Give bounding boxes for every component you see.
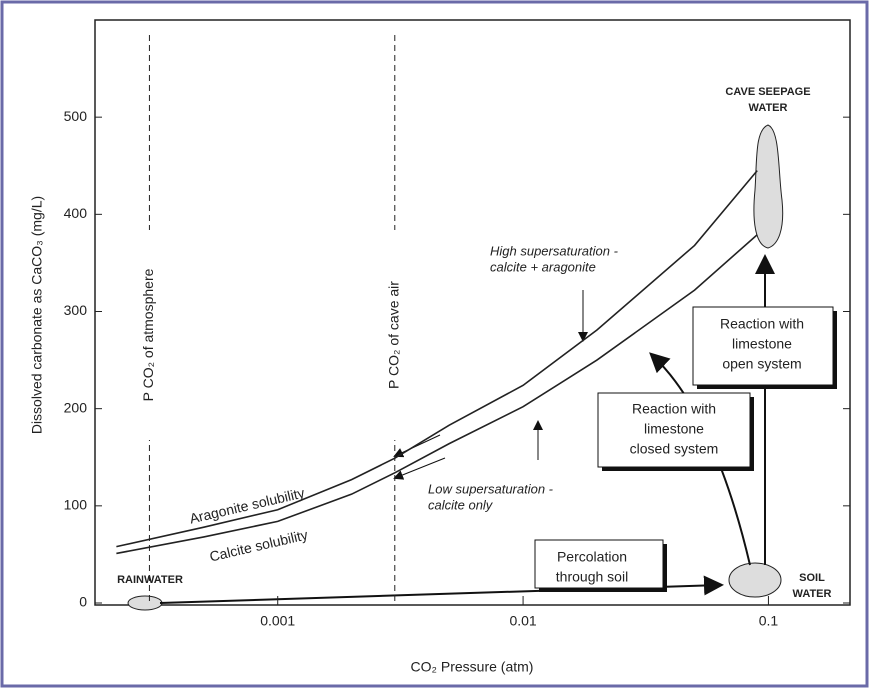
annotation: CAVE SEEPAGE xyxy=(725,86,810,98)
y-tick-label: 100 xyxy=(64,497,88,513)
annotation: RAINWATER xyxy=(117,574,183,586)
reference-label: P CO₂ of atmosphere xyxy=(140,268,156,401)
y-tick-label: 500 xyxy=(64,108,88,124)
y-tick-label: 200 xyxy=(64,399,88,415)
annotation: calcite + aragonite xyxy=(490,259,596,274)
annotation: Low supersaturation - xyxy=(428,481,554,496)
annotation: open system xyxy=(722,356,801,372)
y-tick-label: 400 xyxy=(64,205,88,221)
annotation: calcite only xyxy=(428,497,494,512)
annotation: WATER xyxy=(793,588,832,600)
chart: 0 100 200 300 400 500 0.001 0.01 0.1 CO₂ Pressure… xyxy=(0,0,869,688)
x-tick-label: 0.01 xyxy=(509,613,536,629)
annotation: SOIL xyxy=(799,572,825,584)
annotation: closed system xyxy=(630,441,719,457)
rainwater-blob xyxy=(128,596,162,610)
annotation: Reaction with xyxy=(720,316,804,332)
annotation: Percolation xyxy=(557,549,627,565)
annotation: limestone xyxy=(732,336,792,352)
y-tick-label: 0 xyxy=(79,594,87,610)
x-axis-label: CO₂ Pressure (atm) xyxy=(411,659,534,675)
reference-label: P CO₂ of cave air xyxy=(385,281,401,389)
y-tick-label: 300 xyxy=(64,302,88,318)
annotation: through soil xyxy=(556,569,628,585)
soil-water-blob xyxy=(729,563,781,597)
annotation: WATER xyxy=(749,102,788,114)
annotation: Reaction with xyxy=(632,401,716,417)
x-tick-label: 0.001 xyxy=(260,613,295,629)
annotation: High supersaturation - xyxy=(490,243,619,258)
annotation: limestone xyxy=(644,421,704,437)
y-axis-label: Dissolved carbonate as CaCO₃ (mg/L) xyxy=(29,196,45,434)
x-tick-label: 0.1 xyxy=(759,613,779,629)
